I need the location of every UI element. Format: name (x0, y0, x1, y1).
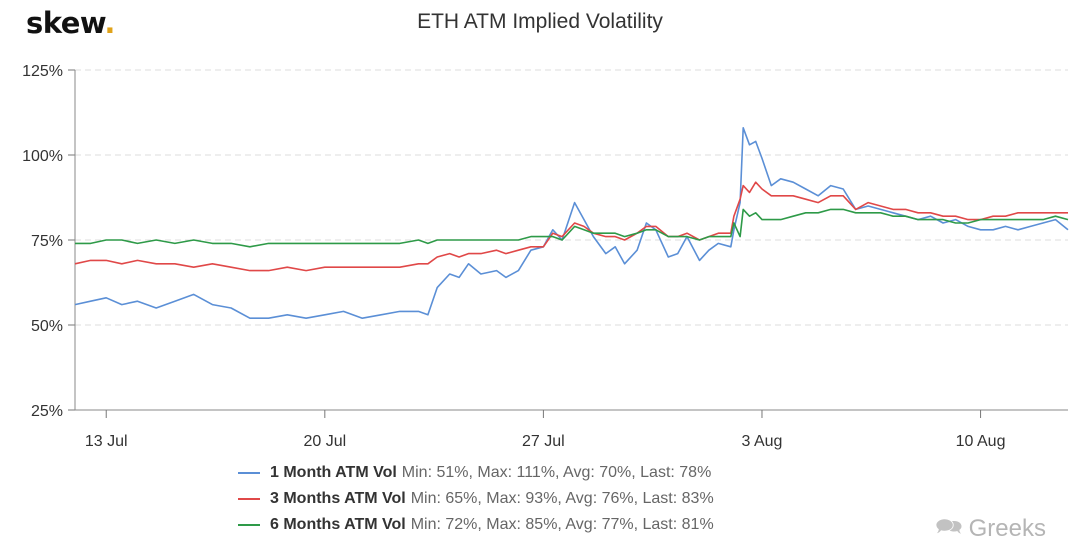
skew-logo: skew. (26, 6, 115, 40)
legend-series-stats: Min: 65%, Max: 93%, Avg: 76%, Last: 83% (410, 490, 714, 507)
legend-swatch-1-month (238, 472, 260, 474)
y-tick-label: 50% (31, 318, 63, 335)
watermark-text: Greeks (968, 515, 1046, 542)
legend-series-name: 1 Month ATM Vol (270, 464, 397, 481)
y-tick-label: 100% (22, 148, 63, 165)
brand-dot: . (104, 6, 115, 40)
brand-name: skew (26, 6, 105, 40)
y-tick-label: 125% (22, 63, 63, 80)
y-tick-label: 25% (31, 403, 63, 420)
axis-layer: 25% 50% 75% 100% 125% 13 Jul 20 Jul 27 Jul 3 Aug… (22, 63, 1068, 450)
legend-series-name: 3 Months ATM Vol (270, 490, 406, 507)
x-tick-label: 13 Jul (85, 433, 128, 450)
x-tick-label: 27 Jul (522, 433, 565, 450)
legend-swatch-6-months (238, 524, 260, 526)
x-tick-label: 20 Jul (303, 433, 346, 450)
legend-item-3-months[interactable]: 3 Months ATM Vol Min: 65%, Max: 93%, Avg… (238, 486, 714, 512)
legend-series-stats: Min: 51%, Max: 111%, Avg: 70%, Last: 78% (401, 464, 712, 481)
chart-title: ETH ATM Implied Volatility (417, 10, 663, 33)
legend-swatch-3-months (238, 498, 260, 500)
series-line-6-months (75, 208, 1069, 248)
grid-layer (75, 69, 1068, 326)
legend-series-stats: Min: 72%, Max: 85%, Avg: 77%, Last: 81% (410, 516, 714, 533)
y-tick-label: 75% (31, 233, 63, 250)
legend-item-6-months[interactable]: 6 Months ATM Vol Min: 72%, Max: 85%, Avg… (238, 512, 714, 538)
x-tick-label: 3 Aug (742, 433, 783, 450)
x-tick-label: 10 Aug (956, 433, 1006, 450)
series-layer (74, 127, 1069, 320)
legend-series-name: 6 Months ATM Vol (270, 516, 406, 533)
watermark: 🗪 Greeks (935, 510, 1046, 548)
chart-legend: 1 Month ATM Vol Min: 51%, Max: 111%, Avg… (238, 460, 714, 538)
series-line-1-month (74, 127, 1069, 320)
wechat-bubbles-icon: 🗪 (935, 514, 963, 539)
series-line-3-months (74, 181, 1068, 272)
legend-item-1-month[interactable]: 1 Month ATM Vol Min: 51%, Max: 111%, Avg… (238, 460, 714, 486)
